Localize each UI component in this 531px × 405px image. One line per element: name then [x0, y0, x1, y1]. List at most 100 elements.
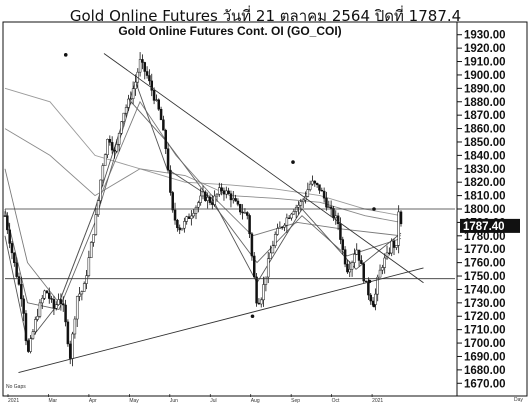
candle-body: [115, 144, 119, 152]
candle-body: [145, 71, 149, 76]
candle-body: [259, 299, 263, 305]
y-tick-label: 1800.00: [464, 204, 506, 216]
candle-body: [246, 212, 249, 216]
candle-body: [234, 198, 237, 202]
candle-body: [183, 221, 186, 229]
candle-body: [124, 107, 128, 114]
x-tick-label: 2021: [8, 398, 19, 404]
candle-body: [308, 183, 312, 190]
candle-body: [204, 191, 207, 201]
candle-body: [250, 233, 254, 257]
candle-body: [315, 182, 319, 185]
candle-body: [34, 319, 37, 332]
candle-body: [159, 108, 163, 121]
candle-body: [36, 316, 39, 320]
candle-body: [353, 254, 356, 263]
candle-body: [367, 281, 370, 296]
candle-body: [311, 180, 314, 185]
candle-body: [110, 142, 114, 151]
candle-body: [50, 298, 53, 300]
y-tick-label: 1820.00: [464, 177, 506, 189]
candle-body: [164, 129, 167, 149]
y-tick-label: 1920.00: [464, 43, 506, 55]
last-price-badge: [460, 218, 520, 233]
y-tick-label: 1910.00: [464, 57, 506, 69]
candle-body: [339, 223, 342, 240]
candle-body: [13, 252, 16, 264]
candle-body: [271, 245, 275, 254]
y-tick-label: 1720.00: [464, 311, 506, 323]
pivot-dot: [372, 303, 376, 308]
candle-body: [348, 268, 352, 273]
candle-body: [15, 262, 18, 277]
candle-body: [129, 98, 133, 100]
candle-body: [17, 276, 21, 285]
candle-body: [20, 284, 23, 300]
candle-body: [66, 321, 70, 345]
candle-body: [306, 189, 310, 197]
candle-body: [122, 112, 126, 122]
candle-body: [227, 190, 230, 194]
candle-body: [117, 133, 121, 145]
candle-body: [236, 200, 240, 205]
candle-body: [313, 180, 317, 184]
x-tick-label: Jul: [210, 398, 216, 404]
candle-body: [59, 299, 63, 304]
candle-body: [376, 276, 379, 295]
candle-body: [248, 215, 251, 235]
candle-body: [334, 215, 338, 219]
candle-body: [287, 217, 291, 219]
candle-body: [374, 293, 377, 305]
candle-body: [22, 298, 25, 314]
candle-body: [43, 290, 46, 299]
candle-body: [64, 304, 67, 323]
candle-body: [355, 249, 358, 255]
bottom-left-note: No Gaps: [6, 384, 26, 390]
x-tick-label: Sep: [291, 398, 300, 404]
candle-body: [208, 197, 212, 203]
candle-body: [301, 199, 305, 203]
candle-body: [320, 189, 324, 192]
candle-body: [346, 263, 349, 273]
candle-body: [80, 291, 84, 295]
candle-body: [192, 213, 195, 217]
candle-body: [283, 224, 286, 228]
candle-body: [332, 208, 335, 219]
candle-body: [350, 262, 354, 270]
candle-body: [255, 276, 258, 304]
candle-body: [38, 302, 42, 317]
candle-body: [325, 197, 328, 208]
candle-body: [169, 169, 172, 193]
candle-body: [322, 190, 326, 199]
candle-body: [390, 240, 393, 254]
level-marker-dot: [372, 207, 376, 211]
candle-body: [364, 280, 368, 283]
candle-body: [264, 276, 268, 285]
candle-body: [327, 206, 331, 208]
chart-caption: Gold Online Futures วันที่ 21 ตุลาคม 256…: [69, 7, 462, 25]
candle-body: [397, 211, 400, 246]
last-price-label: 1787.40: [463, 221, 505, 233]
pivot-dot: [63, 53, 68, 57]
candle-body: [138, 59, 142, 73]
candle-body: [78, 293, 81, 297]
candle-body: [173, 209, 177, 221]
candle-body: [150, 80, 154, 91]
candle-body: [31, 331, 35, 339]
candle-body: [218, 187, 221, 195]
y-tick-label: 1750.00: [464, 271, 506, 283]
candle-body: [178, 227, 181, 231]
candle-body: [395, 245, 398, 248]
y-tick-label: 1870.00: [464, 110, 506, 122]
candle-body: [211, 202, 214, 205]
y-tick-label: 1850.00: [464, 137, 506, 149]
chart-title: Gold Online Futures Cont. OI (GO_COI): [118, 24, 341, 38]
pivot-dot: [291, 160, 295, 164]
y-tick-label: 1680.00: [464, 365, 506, 377]
candle-body: [73, 318, 77, 335]
candle-body: [24, 313, 28, 341]
y-tick-label: 1900.00: [464, 70, 506, 82]
candle-body: [241, 211, 244, 214]
y-tick-label: 1760.00: [464, 258, 506, 270]
candle-body: [10, 243, 14, 254]
